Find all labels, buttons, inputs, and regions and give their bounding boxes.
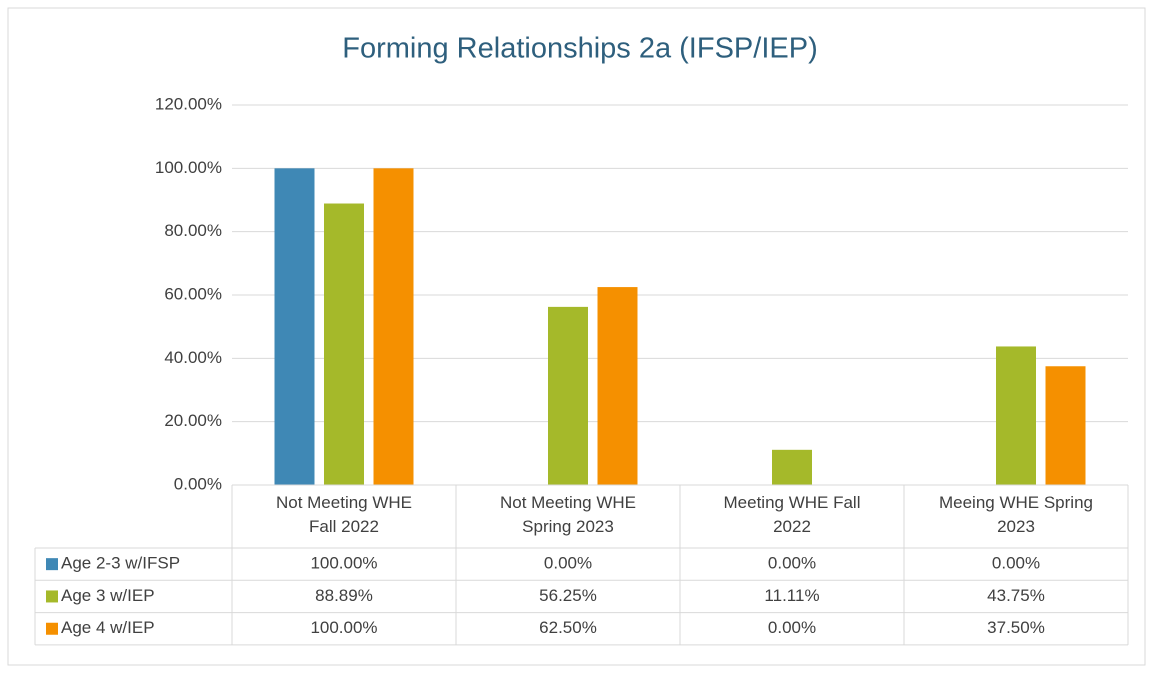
table-value: 0.00% (992, 554, 1040, 573)
bar (1045, 366, 1086, 485)
y-tick-label: 100.00% (155, 158, 222, 177)
y-tick-label: 60.00% (164, 284, 222, 303)
y-tick-label: 0.00% (174, 474, 222, 493)
table-value: 11.11% (764, 586, 819, 605)
table-value: 0.00% (544, 554, 592, 573)
legend-swatch (46, 558, 58, 571)
table-value: 0.00% (768, 554, 816, 573)
y-tick-label: 20.00% (164, 411, 222, 430)
table-value: 0.00% (768, 618, 816, 637)
legend-swatch (46, 622, 58, 635)
x-tick-label: Meeing WHE Spring 2023 (938, 493, 1093, 536)
y-tick-label: 40.00% (164, 348, 222, 367)
chart-title: Forming Relationships 2a (IFSP/IEP) (342, 33, 817, 65)
bar (772, 449, 812, 485)
table-value: 37.50% (987, 618, 1045, 637)
y-tick-label: 120.00% (155, 94, 222, 113)
table-value: 56.25% (539, 586, 597, 605)
table-value: 62.50% (539, 618, 597, 637)
x-tick-label: Not Meeting WHE Spring 2023 (499, 493, 637, 536)
bar (274, 168, 315, 486)
y-tick-label: 80.00% (164, 221, 222, 240)
x-tick-label: Meeting WHE Fall 2022 (723, 493, 861, 536)
legend-label: Age 4 w/IEP (61, 618, 155, 637)
bar (548, 306, 588, 485)
legend-label: Age 3 w/IEP (61, 586, 155, 605)
table-value: 100.00% (310, 618, 377, 637)
bar (373, 168, 414, 486)
bar (996, 346, 1036, 485)
table-value: 88.89% (315, 586, 373, 605)
bar (597, 287, 638, 485)
bar (324, 203, 364, 485)
table-value: 43.75% (987, 586, 1045, 605)
table-value: 100.00% (310, 554, 377, 573)
x-tick-label: Not Meeting WHE Fall 2022 (275, 493, 413, 536)
legend-swatch (46, 590, 58, 603)
legend-label: Age 2-3 w/IFSP (61, 554, 180, 573)
